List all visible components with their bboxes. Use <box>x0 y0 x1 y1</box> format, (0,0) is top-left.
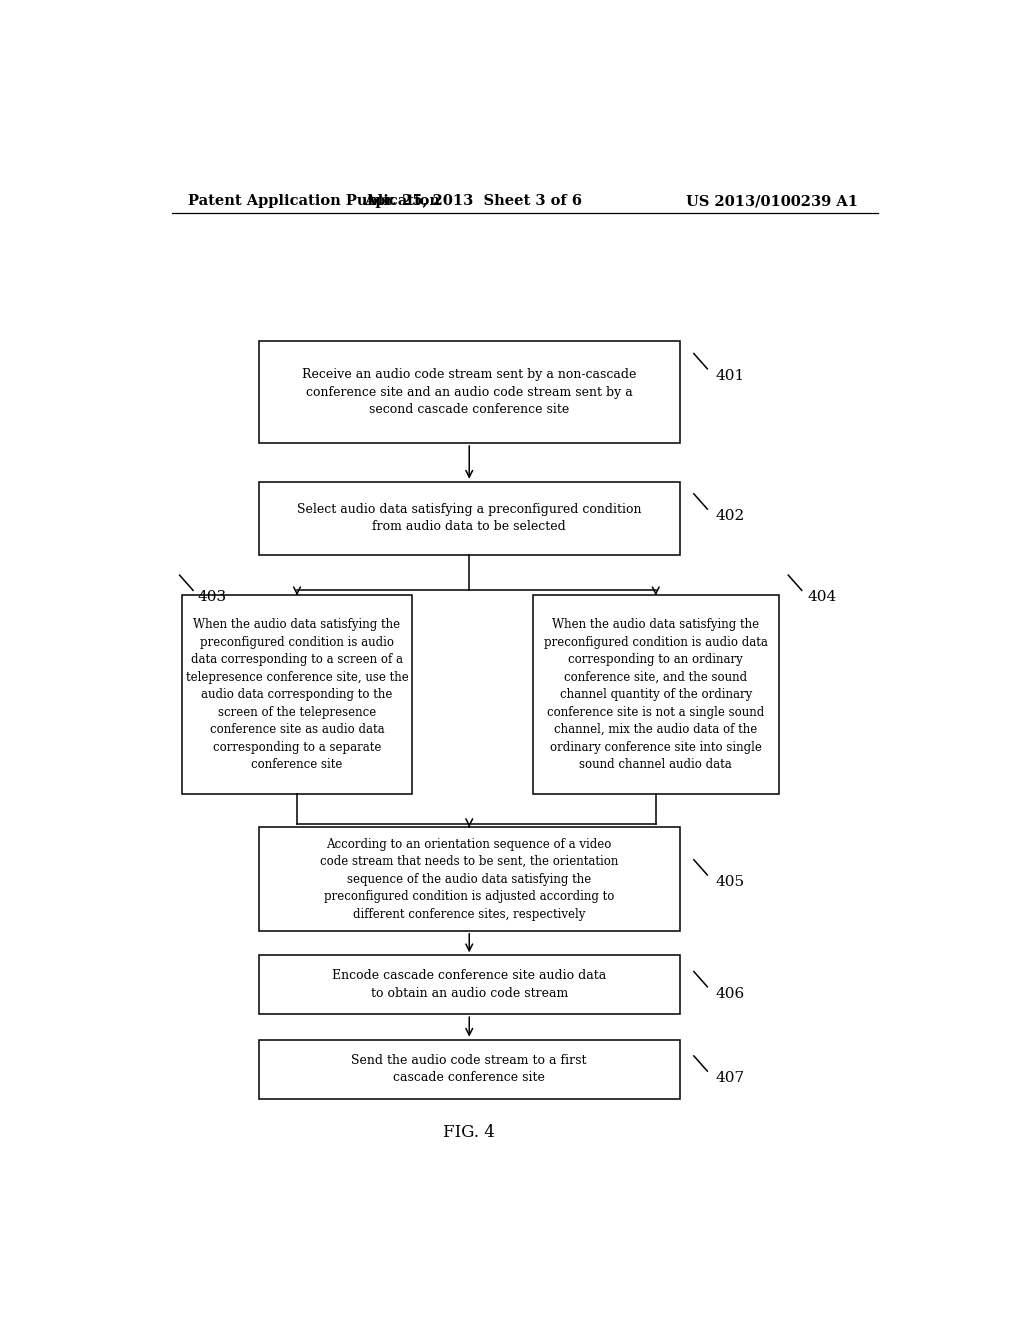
Text: Encode cascade conference site audio data
to obtain an audio code stream: Encode cascade conference site audio dat… <box>332 969 606 1001</box>
Text: FIG. 4: FIG. 4 <box>443 1123 496 1140</box>
Text: 406: 406 <box>715 987 744 1001</box>
Text: Select audio data satisfying a preconfigured condition
from audio data to be sel: Select audio data satisfying a preconfig… <box>297 503 641 533</box>
Text: US 2013/0100239 A1: US 2013/0100239 A1 <box>686 194 858 209</box>
Text: 401: 401 <box>715 368 744 383</box>
Text: Patent Application Publication: Patent Application Publication <box>187 194 439 209</box>
FancyBboxPatch shape <box>259 482 680 554</box>
FancyBboxPatch shape <box>259 828 680 931</box>
FancyBboxPatch shape <box>259 956 680 1014</box>
Text: When the audio data satisfying the
preconfigured condition is audio data
corresp: When the audio data satisfying the preco… <box>544 618 768 771</box>
FancyBboxPatch shape <box>532 595 779 793</box>
Text: 404: 404 <box>807 590 837 605</box>
Text: Send the audio code stream to a first
cascade conference site: Send the audio code stream to a first ca… <box>351 1053 587 1084</box>
Text: 402: 402 <box>715 510 744 523</box>
Text: 403: 403 <box>198 590 227 605</box>
Text: 407: 407 <box>715 1071 744 1085</box>
Text: Receive an audio code stream sent by a non-cascade
conference site and an audio : Receive an audio code stream sent by a n… <box>302 368 637 416</box>
FancyBboxPatch shape <box>259 342 680 444</box>
Text: According to an orientation sequence of a video
code stream that needs to be sen: According to an orientation sequence of … <box>321 837 618 920</box>
Text: Apr. 25, 2013  Sheet 3 of 6: Apr. 25, 2013 Sheet 3 of 6 <box>365 194 583 209</box>
FancyBboxPatch shape <box>259 1040 680 1098</box>
Text: When the audio data satisfying the
preconfigured condition is audio
data corresp: When the audio data satisfying the preco… <box>185 618 409 771</box>
Text: 405: 405 <box>715 875 744 888</box>
FancyBboxPatch shape <box>182 595 412 793</box>
